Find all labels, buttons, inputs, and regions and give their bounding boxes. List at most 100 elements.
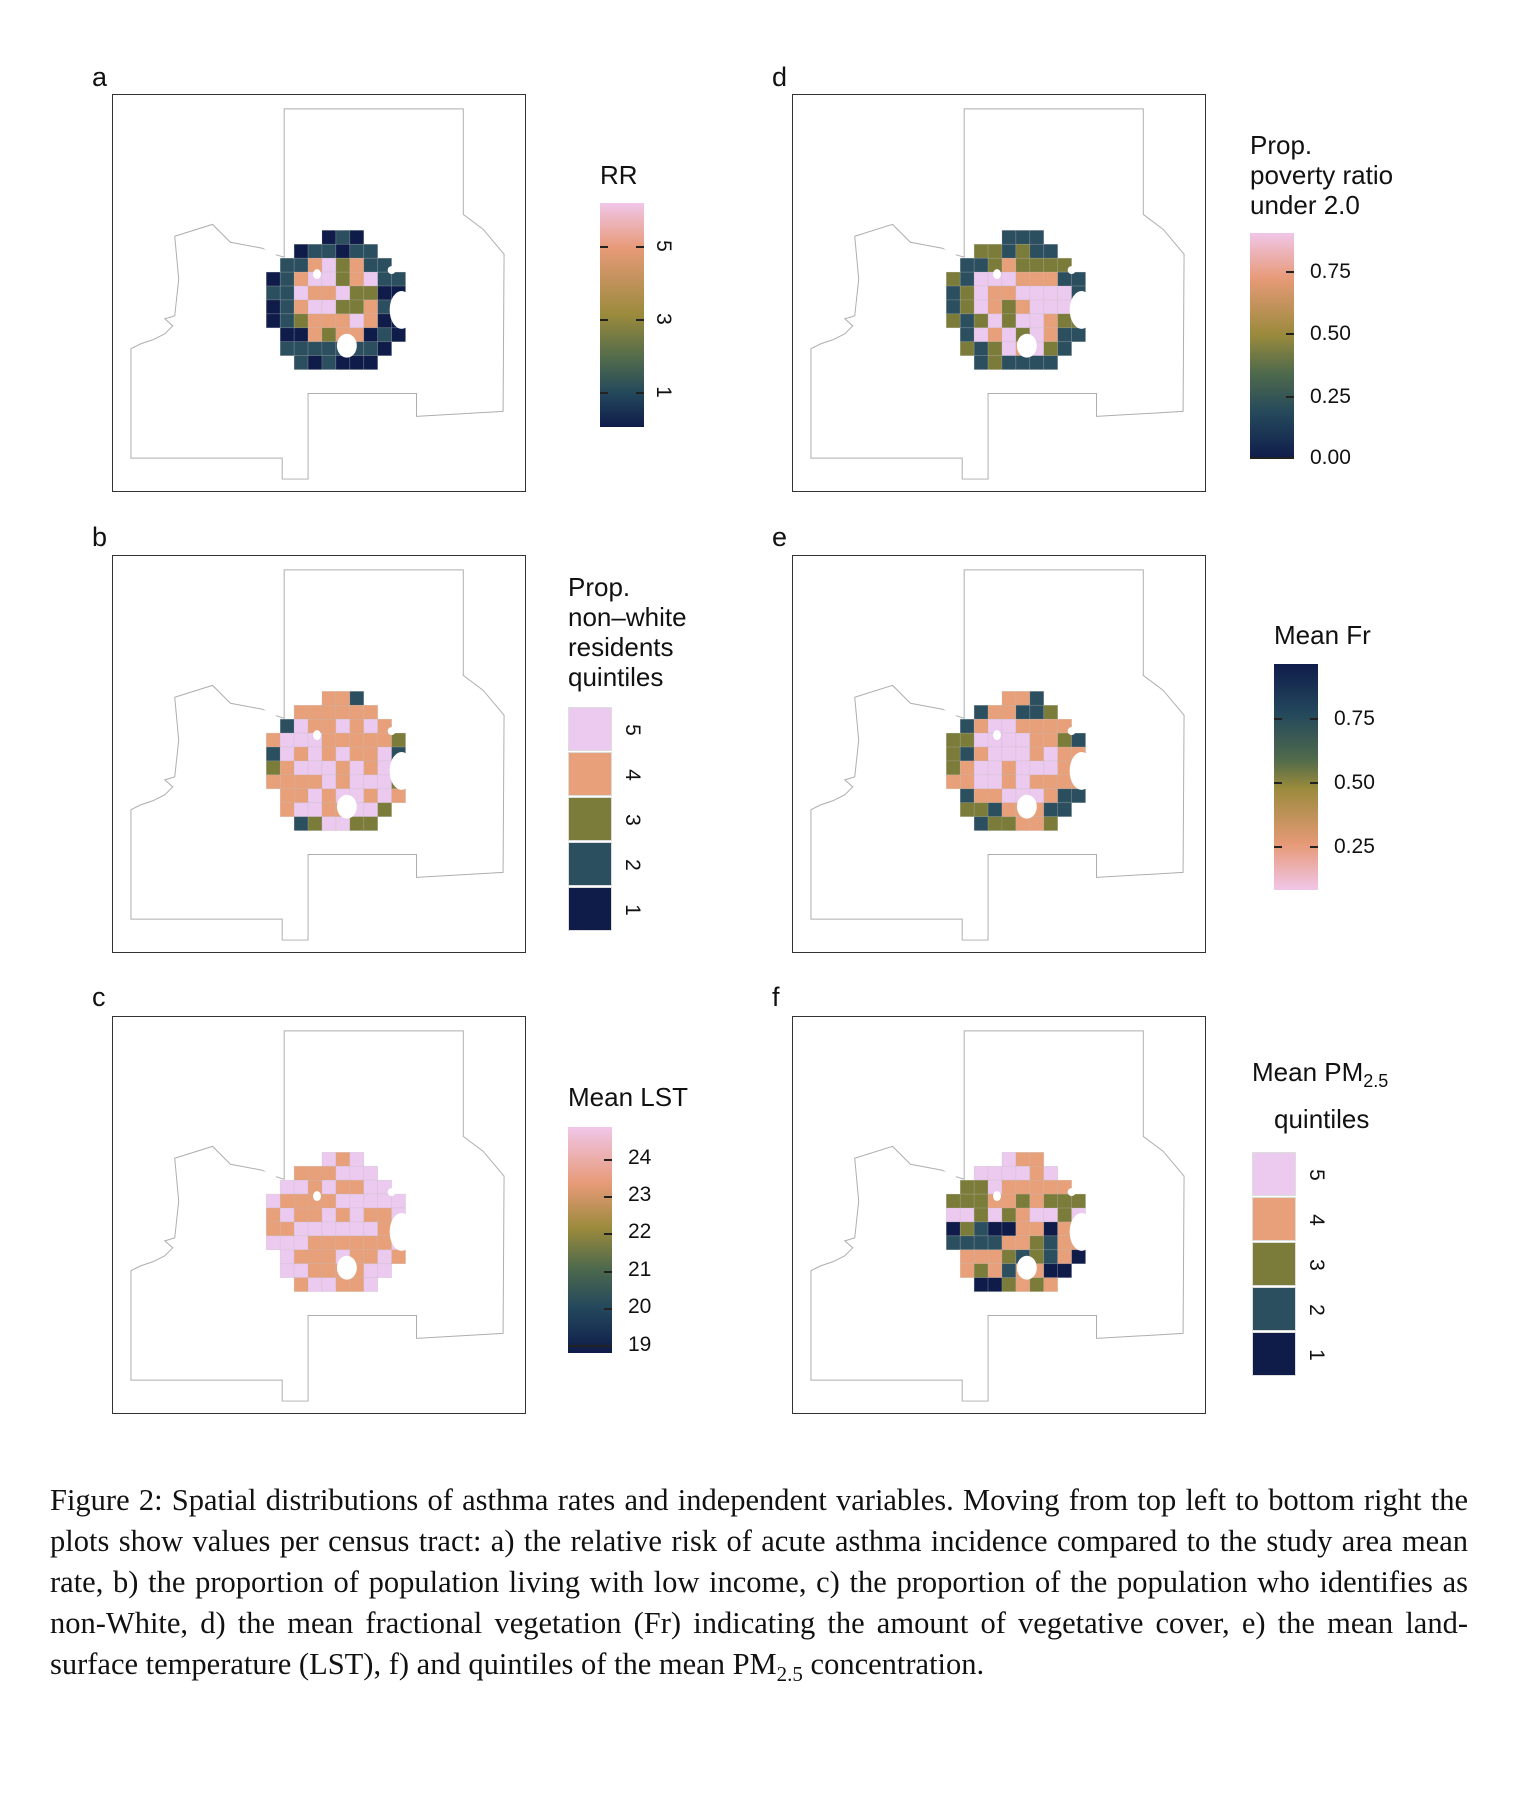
no-data-area	[913, 1242, 928, 1253]
census-tract	[377, 327, 392, 343]
census-tract	[1057, 760, 1072, 776]
map-a	[112, 94, 526, 492]
census-tract	[293, 243, 309, 259]
census-tract	[959, 257, 975, 273]
legend-c-tick	[604, 1196, 612, 1198]
legend-c-tick	[568, 1345, 612, 1347]
census-tract	[1015, 760, 1031, 776]
census-tract	[265, 760, 281, 776]
census-tract	[959, 271, 975, 287]
no-data-area	[248, 1171, 277, 1186]
study-area-outline	[810, 569, 1185, 941]
census-tract	[987, 1235, 1003, 1251]
census-tract	[293, 1263, 309, 1278]
census-tract	[973, 1165, 989, 1181]
census-tract	[1001, 299, 1017, 315]
census-tract	[321, 1179, 337, 1195]
census-tract	[1015, 271, 1031, 287]
census-tract	[945, 313, 961, 329]
census-tract	[1029, 691, 1045, 706]
census-tract	[293, 704, 309, 720]
census-tract	[1015, 1152, 1031, 1167]
legend-a-tick	[600, 246, 608, 248]
census-tract	[987, 774, 1003, 790]
legend-b-title-line: non–white	[568, 602, 687, 632]
census-tract	[1043, 341, 1059, 356]
census-tract	[307, 285, 323, 301]
census-tract	[391, 1193, 406, 1209]
census-tract	[321, 341, 337, 356]
census-tract	[307, 1165, 323, 1181]
panel-letter-f: f	[772, 982, 780, 1012]
census-tract	[321, 1207, 337, 1223]
panel-letter-a: a	[92, 62, 108, 92]
map-tracts	[265, 1152, 406, 1292]
no-data-area	[993, 730, 1001, 741]
census-tract	[1029, 1277, 1045, 1292]
census-tract	[1043, 1263, 1059, 1278]
legend-b-swatch-4	[568, 752, 612, 796]
census-tract	[1029, 243, 1045, 259]
census-tract	[1029, 299, 1045, 315]
census-tract	[1029, 1207, 1045, 1223]
census-tract	[349, 1152, 365, 1167]
census-tract	[293, 285, 309, 301]
census-tract	[293, 257, 309, 273]
census-tract	[1043, 1207, 1059, 1223]
census-tract	[1057, 1235, 1072, 1251]
figure-caption: Figure 2: Spatial distributions of asthm…	[50, 1480, 1468, 1695]
census-tract	[1043, 746, 1059, 762]
census-tract	[321, 1193, 337, 1209]
census-tract	[973, 1179, 989, 1195]
census-tract	[293, 327, 309, 343]
legend-c-tick	[604, 1308, 612, 1310]
census-tract	[959, 1221, 975, 1237]
census-tract	[1001, 691, 1017, 706]
map-d	[792, 94, 1206, 492]
census-tract	[321, 285, 337, 301]
legend-b-title-line: residents	[568, 632, 674, 662]
census-tract	[1001, 802, 1017, 817]
census-tract	[349, 271, 365, 287]
census-tract	[279, 299, 295, 315]
census-tract	[265, 1207, 281, 1223]
census-tract	[377, 1221, 392, 1237]
census-tract	[959, 341, 975, 356]
legend-f-title-line2: quintiles	[1274, 1104, 1370, 1134]
census-tract	[321, 691, 337, 706]
census-tract	[279, 1249, 295, 1265]
census-tract	[335, 271, 351, 287]
census-tract	[377, 746, 392, 762]
census-tract	[973, 774, 989, 790]
census-tract	[349, 691, 365, 706]
legend-f-title: Mean PM2.5	[1252, 1057, 1388, 1096]
census-tract	[1043, 774, 1059, 790]
census-tract	[349, 1207, 365, 1223]
legend-f-title-main: Mean PM	[1252, 1057, 1364, 1087]
census-tract	[973, 802, 989, 817]
census-tract	[973, 760, 989, 776]
census-tract	[265, 732, 281, 748]
census-tract	[1043, 243, 1059, 259]
census-tract	[1001, 313, 1017, 329]
census-tract	[293, 1193, 309, 1209]
census-tract	[335, 1277, 351, 1292]
census-tract	[321, 802, 337, 817]
census-tract	[279, 802, 295, 817]
census-tract	[1015, 313, 1031, 329]
census-tract	[1001, 230, 1017, 245]
no-data-area	[1016, 1255, 1037, 1280]
no-data-area	[1121, 807, 1148, 826]
census-tract	[279, 257, 295, 273]
census-tract	[973, 1263, 989, 1278]
census-tract	[293, 802, 309, 817]
map-b-svg	[130, 569, 505, 941]
census-tract	[1071, 1249, 1086, 1265]
census-tract	[1071, 271, 1086, 287]
legend-b-label: 3	[620, 814, 644, 826]
census-tract	[279, 746, 295, 762]
census-tract	[945, 760, 961, 776]
census-tract	[1029, 313, 1045, 329]
census-tract	[1043, 718, 1059, 734]
census-tract	[265, 299, 281, 315]
